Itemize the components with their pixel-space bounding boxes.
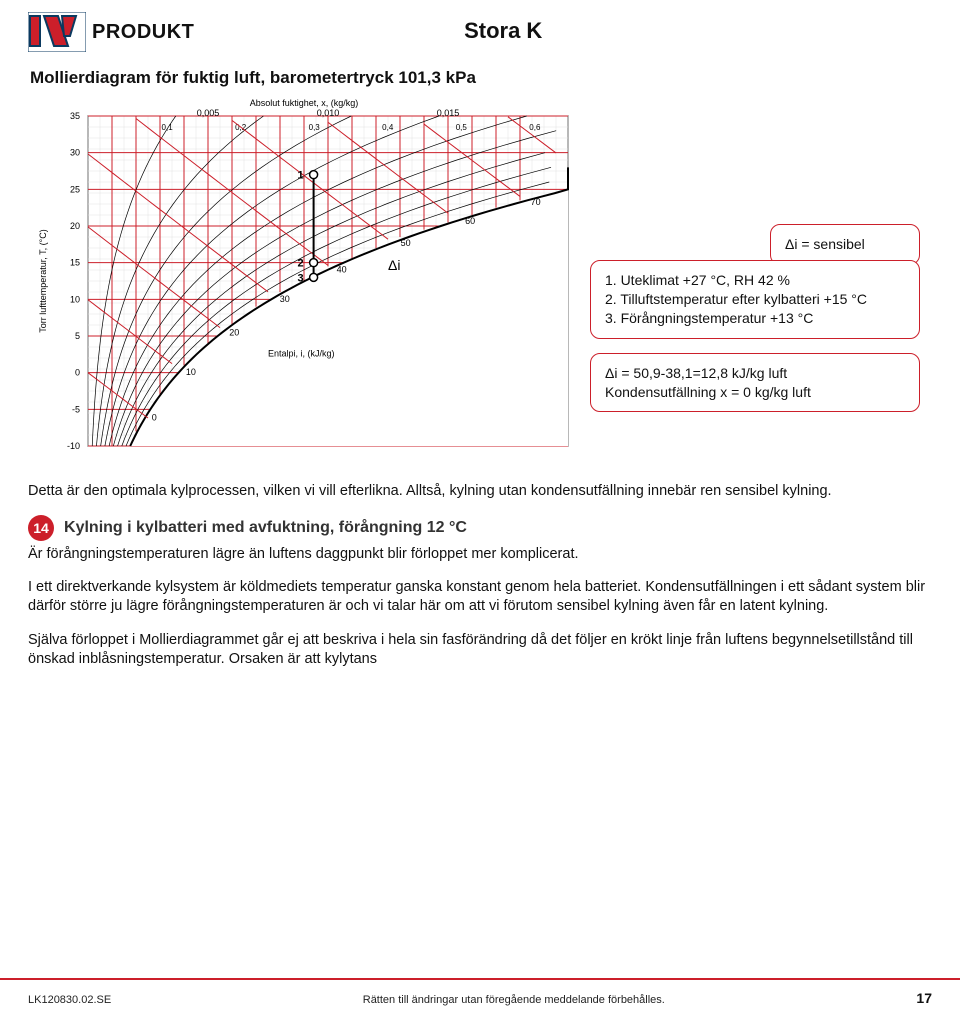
svg-text:3: 3 — [297, 272, 303, 284]
svg-text:30: 30 — [70, 148, 80, 158]
result-line: Δi = 50,9-38,1=12,8 kJ/kg luft — [605, 364, 905, 383]
footer-center: Rätten till ändringar utan föregående me… — [363, 994, 665, 1006]
side-boxes: 1. Uteklimat +27 °C, RH 42 % 2. Tillufts… — [590, 260, 920, 426]
cond-line: 2. Tilluftstemperatur efter kylbatteri +… — [605, 290, 905, 309]
svg-text:Absolut fuktighet, x, (kg/kg): Absolut fuktighet, x, (kg/kg) — [250, 98, 359, 108]
svg-text:0,3: 0,3 — [309, 123, 321, 132]
section-bullet: 14 — [28, 515, 54, 541]
svg-text:2: 2 — [297, 258, 303, 270]
svg-text:10: 10 — [70, 294, 80, 304]
svg-text:30: 30 — [280, 294, 290, 304]
svg-text:40: 40 — [337, 265, 347, 275]
mollier-chart: -10-505101520253035Torr lufttemperatur, … — [28, 94, 928, 474]
svg-text:50: 50 — [401, 238, 411, 248]
footer-left: LK120830.02.SE — [28, 994, 111, 1006]
header: PRODUKT Stora K — [28, 12, 932, 52]
pill-conditions: 1. Uteklimat +27 °C, RH 42 % 2. Tillufts… — [590, 260, 920, 339]
svg-text:1: 1 — [297, 170, 303, 182]
result-line: Kondensutfällning x = 0 kg/kg luft — [605, 383, 905, 402]
cond-line: 3. Förångningstemperatur +13 °C — [605, 309, 905, 328]
section-heading: 14 Kylning i kylbatteri med avfuktning, … — [28, 515, 932, 541]
doc-title: Stora K — [194, 18, 812, 44]
svg-text:0: 0 — [75, 368, 80, 378]
svg-text:20: 20 — [70, 221, 80, 231]
para: Detta är den optimala kylprocessen, vilk… — [28, 482, 932, 501]
body-text: Detta är den optimala kylprocessen, vilk… — [28, 482, 932, 669]
footer: LK120830.02.SE Rätten till ändringar uta… — [0, 978, 960, 1006]
svg-text:10: 10 — [186, 367, 196, 377]
para: Är förångningstemperaturen lägre än luft… — [28, 545, 932, 564]
svg-text:15: 15 — [70, 258, 80, 268]
svg-text:Entalpi, i, (kJ/kg): Entalpi, i, (kJ/kg) — [268, 349, 335, 359]
svg-text:20: 20 — [229, 328, 239, 338]
logo: PRODUKT — [28, 12, 194, 52]
svg-text:0,1: 0,1 — [162, 123, 174, 132]
svg-text:Δi: Δi — [388, 257, 400, 273]
para: I ett direktverkande kylsystem är köldme… — [28, 578, 932, 616]
para: Själva förloppet i Mollierdiagrammet går… — [28, 631, 932, 669]
svg-text:0,6: 0,6 — [529, 123, 541, 132]
section-title: Kylning i kylbatteri med avfuktning, för… — [64, 519, 467, 536]
iv-logo-icon — [28, 12, 86, 52]
svg-text:5: 5 — [75, 331, 80, 341]
pill-sensibel: Δi = sensibel — [770, 224, 920, 265]
svg-text:25: 25 — [70, 184, 80, 194]
svg-text:-5: -5 — [72, 404, 80, 414]
svg-text:-10: -10 — [67, 441, 80, 451]
cond-line: 1. Uteklimat +27 °C, RH 42 % — [605, 271, 905, 290]
svg-text:Torr lufttemperatur, T, (°C): Torr lufttemperatur, T, (°C) — [38, 229, 48, 332]
pill-result: Δi = 50,9-38,1=12,8 kJ/kg luft Kondensut… — [590, 353, 920, 413]
pill-sensibel-text: Δi = sensibel — [785, 236, 865, 252]
footer-page: 17 — [916, 990, 932, 1006]
svg-text:0,4: 0,4 — [382, 123, 394, 132]
diagram-title: Mollierdiagram för fuktig luft, baromete… — [30, 68, 932, 88]
svg-text:0: 0 — [152, 413, 157, 423]
svg-text:60: 60 — [465, 216, 475, 226]
brand-text: PRODUKT — [92, 21, 194, 44]
svg-text:35: 35 — [70, 111, 80, 121]
page: PRODUKT Stora K Mollierdiagram för fukti… — [0, 0, 960, 1016]
svg-text:70: 70 — [531, 197, 541, 207]
svg-text:0,5: 0,5 — [456, 123, 468, 132]
